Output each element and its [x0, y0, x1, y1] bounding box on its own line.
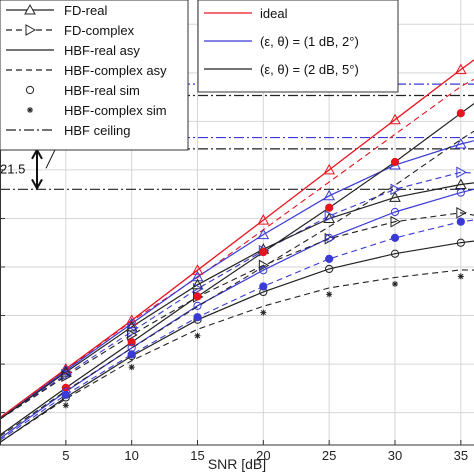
legend-right-item: ideal — [204, 6, 288, 21]
marker-2dB-hbf-real-sim — [456, 238, 465, 247]
legend-left-label: FD-real — [64, 3, 107, 18]
legend-left-item: FD-real — [6, 3, 107, 18]
marker-2dB-hbf-real-sim — [390, 249, 400, 258]
marker-2dB-fd-complex — [258, 259, 270, 272]
legend-left-label: HBF-real sim — [64, 83, 140, 98]
x-tick-label: 35 — [454, 448, 468, 463]
marker-2dB-fd-complex — [456, 206, 467, 219]
marker-1dB-fd-real — [323, 189, 336, 201]
x-tick-label: 30 — [388, 448, 402, 463]
marker-hbf-complex-sim — [457, 273, 464, 280]
legend-triangle-up-icon — [24, 3, 36, 15]
line-ideal-fd-real — [0, 59, 474, 419]
marker-1dB-hbf-real-sim — [456, 188, 465, 197]
marker-2dB-fd-complex — [61, 370, 72, 383]
marker-1dB-fd-real — [454, 137, 467, 149]
marker-1dB-hbf-complex-sim — [325, 254, 334, 264]
x-tick-label: 15 — [190, 448, 204, 463]
marker-1dB-fd-complex — [324, 210, 336, 222]
marker-ideal-fd-real — [191, 264, 204, 275]
marker-ideal-fd-real — [257, 214, 270, 225]
marker-1dB-fd-real — [125, 317, 138, 329]
marker-1dB-hbf-complex-sim — [61, 390, 70, 399]
marker-2dB-fd-real — [125, 320, 138, 332]
x-tick-label: 25 — [322, 448, 336, 463]
line-1dB-hbf-real-asy — [0, 188, 474, 439]
legend-right-box — [197, 0, 399, 93]
marker-1dB-hbf-complex-sim — [390, 233, 400, 242]
line-1dB-hbf-complex-asy — [0, 219, 474, 441]
marker-hbf-complex-sim — [194, 332, 201, 339]
legend-left-item: HBF-real sim — [25, 83, 140, 98]
legend-left-item: HBF-complex sim — [27, 103, 167, 118]
legend-left-item: FD-complex — [6, 23, 135, 38]
legend-left-label: FD-complex — [64, 23, 135, 38]
marker-1dB-fd-complex — [193, 282, 204, 295]
marker-2dB-fd-complex — [390, 215, 402, 228]
marker-1dB-fd-complex — [390, 183, 402, 196]
marker-hbf-complex-sim — [260, 309, 267, 316]
marker-ideal-fd-real — [323, 163, 336, 175]
gap-arrow-lower-head-bottom — [31, 178, 43, 191]
legend-left-label: HBF-complex asy — [64, 63, 167, 78]
legend-circle-icon — [25, 85, 35, 95]
x-tick-label: 10 — [124, 448, 138, 463]
marker-ideal-fd-real — [389, 113, 401, 125]
line-hbf-real-asy — [0, 103, 474, 436]
marker-ideal-fd-real — [125, 314, 138, 325]
marker-2dB-fd-real — [389, 191, 401, 202]
legend-right-item: (ε, θ) = (1 dB, 2°) — [204, 34, 359, 49]
x-axis-label: SNR [dB] — [208, 456, 266, 472]
line-2dB-hbf-real-asy — [0, 240, 474, 443]
marker-ideal-hbf-real-sim — [325, 203, 334, 212]
marker-ideal-hbf-real-sim — [193, 292, 202, 301]
legend-triangle-right-icon — [25, 24, 37, 36]
legend-left-box — [0, 0, 189, 151]
legend-right-label: ideal — [260, 6, 288, 21]
marker-ideal-hbf-real-sim — [127, 338, 136, 347]
legend-right-label: (ε, θ) = (2 dB, 5°) — [260, 62, 359, 77]
legend-left-label: HBF-real asy — [64, 43, 140, 58]
x-tick-label: 5 — [62, 448, 69, 463]
legend-line-styles: FD-real FD-complex HBF-real asy HBF-complex… — [0, 0, 189, 151]
marker-ideal-fd-real — [454, 63, 467, 75]
marker-1dB-hbf-real-sim — [325, 233, 334, 242]
legend-left-item: HBF ceiling — [6, 123, 130, 138]
legend-left-label: HBF ceiling — [64, 123, 130, 138]
marker-1dB-fd-complex — [456, 166, 467, 179]
axes: 5 10 15 20 25 30 35 — [0, 0, 474, 463]
legend-right-item: (ε, θ) = (2 dB, 5°) — [204, 62, 359, 77]
marker-1dB-hbf-complex-sim — [127, 350, 136, 359]
legend-left-item: HBF-complex asy — [6, 63, 167, 78]
marker-hbf-complex-sim — [128, 364, 135, 371]
gap-label-lower: 21.5 — [0, 161, 25, 176]
legend-right-label: (ε, θ) = (1 dB, 2°) — [260, 34, 359, 49]
marker-1dB-hbf-real-sim — [259, 266, 268, 275]
marker-ideal-hbf-real-sim — [456, 109, 465, 118]
markers — [59, 63, 467, 409]
legend-left-label: HBF-complex sim — [64, 103, 167, 118]
marker-hbf-complex-sim — [326, 291, 333, 298]
marker-2dB-fd-complex — [127, 329, 138, 341]
marker-hbf-complex-sim — [392, 280, 398, 287]
legend-asterisk-stroke — [27, 107, 33, 113]
marker-ideal-hbf-real-sim — [259, 248, 268, 257]
legend-colors: ideal (ε, θ) = (1 dB, 2°) (ε, θ) = (2 dB, … — [197, 0, 399, 93]
x-tick-label: 20 — [256, 448, 270, 463]
marker-1dB-hbf-complex-sim — [259, 282, 268, 291]
line-1dB-fd-real — [0, 140, 474, 420]
marker-hbf-complex-sim — [62, 402, 69, 409]
marker-ideal-hbf-real-sim — [390, 157, 400, 167]
marker-1dB-hbf-real-sim — [390, 207, 400, 217]
marker-1dB-hbf-real-sim — [193, 301, 202, 310]
marker-1dB-fd-real — [257, 228, 270, 240]
marker-1dB-hbf-complex-sim — [193, 313, 202, 322]
legend-left-item: HBF-real asy — [6, 43, 140, 58]
marker-1dB-hbf-complex-sim — [456, 217, 465, 226]
line-2dB-hbf-complex-asy — [0, 269, 474, 443]
marker-2dB-hbf-real-sim — [325, 264, 334, 274]
line-2dB-fd-complex — [0, 212, 474, 420]
